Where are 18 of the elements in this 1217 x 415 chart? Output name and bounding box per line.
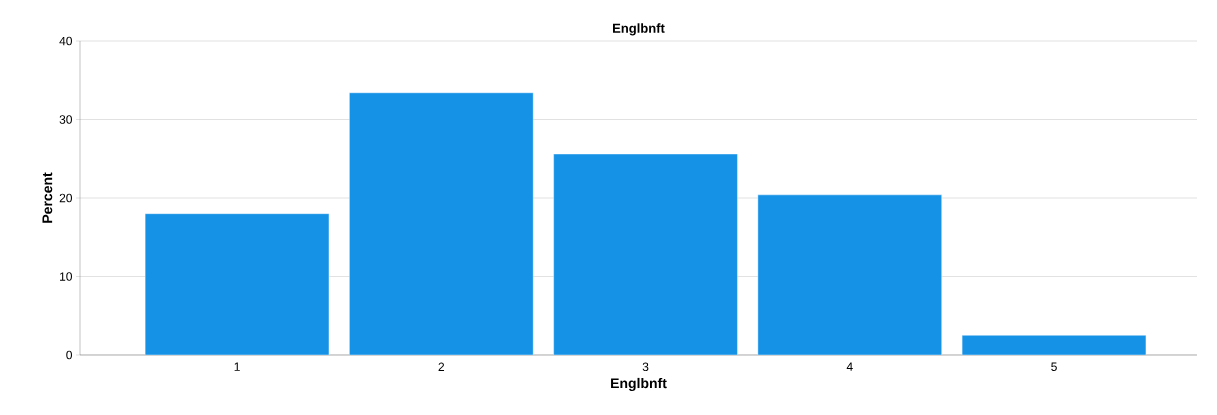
x-tick-label: 5 [1051,362,1057,371]
bar [961,335,1147,355]
y-tick-label: 20 [59,193,72,203]
x-tick-label: 3 [642,362,649,372]
x-tick-label: 4 [846,362,853,371]
x-tick-label: 2 [438,362,445,371]
bar [553,153,738,355]
y-tick-label: 0 [66,350,73,360]
x-axis-title: Englbnft [611,377,667,391]
chart-title: Englbnft [613,23,665,36]
bar [349,92,534,355]
y-tick-label: 30 [59,115,72,124]
x-tick-label: 1 [234,362,240,371]
y-tick-label: 10 [60,272,72,281]
bar [757,194,942,355]
bar [144,213,330,355]
y-axis-title: Percent [42,172,53,223]
y-tick-label: 40 [59,36,72,46]
